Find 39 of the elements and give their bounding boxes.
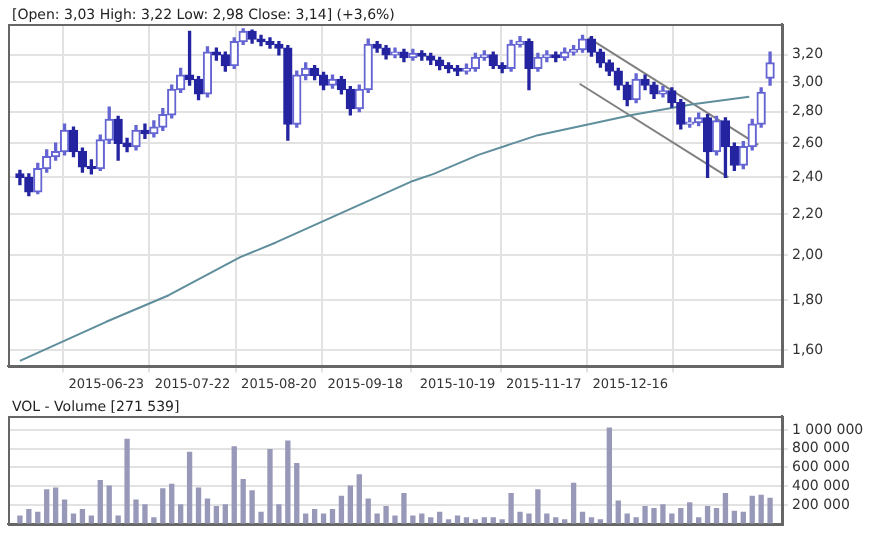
- bar: [222, 504, 228, 524]
- bar: [347, 485, 354, 524]
- bar: [329, 508, 336, 524]
- bar: [553, 517, 559, 524]
- bar: [570, 482, 577, 524]
- bar: [454, 515, 461, 524]
- bar: [52, 487, 59, 524]
- bar: [490, 517, 496, 524]
- bar: [481, 517, 487, 524]
- bar: [61, 499, 68, 524]
- bar: [294, 463, 300, 524]
- bar: [722, 493, 729, 524]
- bar: [311, 508, 318, 524]
- bar: [186, 451, 193, 524]
- bar: [97, 479, 103, 524]
- bar: [588, 517, 595, 524]
- bar: [695, 517, 702, 524]
- bar: [79, 508, 86, 524]
- bar: [615, 500, 621, 524]
- bar: [463, 517, 470, 524]
- bar: [606, 427, 612, 524]
- bar: [713, 507, 720, 524]
- bar: [749, 495, 755, 524]
- candlestick: [140, 123, 150, 140]
- bar: [178, 504, 184, 524]
- bar: [17, 515, 23, 524]
- bar: [356, 474, 362, 524]
- bar: [767, 497, 773, 524]
- bar: [428, 517, 434, 524]
- bar: [169, 483, 175, 524]
- bar: [231, 446, 237, 524]
- bar: [195, 487, 202, 524]
- bar: [44, 489, 50, 524]
- bar: [204, 498, 211, 524]
- bar: [704, 506, 711, 524]
- bar: [213, 506, 220, 524]
- bar: [687, 502, 693, 524]
- bar: [338, 495, 345, 524]
- bar: [88, 515, 95, 524]
